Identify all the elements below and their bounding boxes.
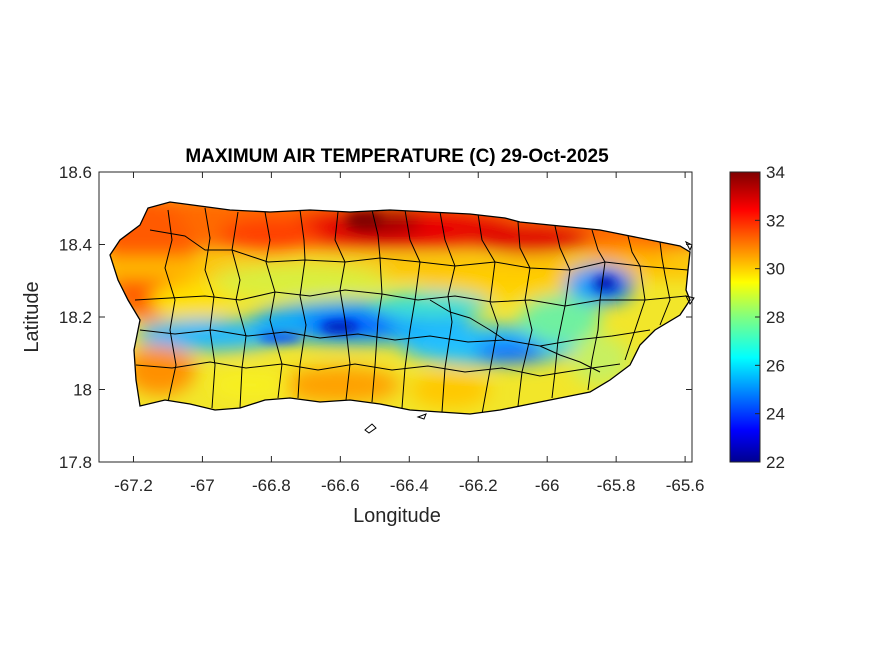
small-island [685,295,695,305]
colorbar-tick-label: 30 [766,260,785,279]
island-outline [109,201,691,415]
map-title: MAXIMUM AIR TEMPERATURE (C) 29-Oct-2025 [185,146,609,167]
small-island [684,240,693,252]
y-axis-ticks: 17.8 18 18.2 18.4 18.6 [59,163,692,472]
colorbar-tick-label: 28 [766,308,785,327]
x-tick-label: -67.2 [114,476,153,495]
x-tick-label: -67 [190,476,215,495]
y-tick-label: 18.4 [59,236,92,255]
y-tick-label: 18 [73,381,92,400]
colorbar-tick-label: 26 [766,356,785,375]
colorbar-tick-label: 22 [766,453,785,472]
y-tick-label: 18.2 [59,308,92,327]
x-tick-label: -66.6 [321,476,360,495]
x-axis-label: Longitude [353,505,441,527]
x-tick-label: -65.8 [597,476,636,495]
y-axis-label: Latitude [21,281,43,352]
y-tick-label: 18.6 [59,163,92,182]
colorbar-tick-label: 34 [766,163,785,182]
temperature-field [110,202,690,414]
x-tick-label: -65.6 [666,476,705,495]
x-tick-label: -66.2 [459,476,498,495]
x-axis-ticks: -67.2 -67 -66.8 -66.6 -66.4 -66.2 -66 -65.8 -65.… [114,172,704,495]
colorbar-tick-label: 32 [766,211,785,230]
x-tick-label: -66 [535,476,560,495]
small-island [364,423,377,434]
small-island [416,413,427,420]
municipal-boundaries [134,207,689,414]
x-tick-label: -66.4 [390,476,429,495]
colorbar-ticks: 22 24 26 28 30 32 34 [755,163,785,472]
x-tick-label: -66.8 [252,476,291,495]
y-tick-label: 17.8 [59,453,92,472]
colorbar-tick-label: 24 [766,405,785,424]
